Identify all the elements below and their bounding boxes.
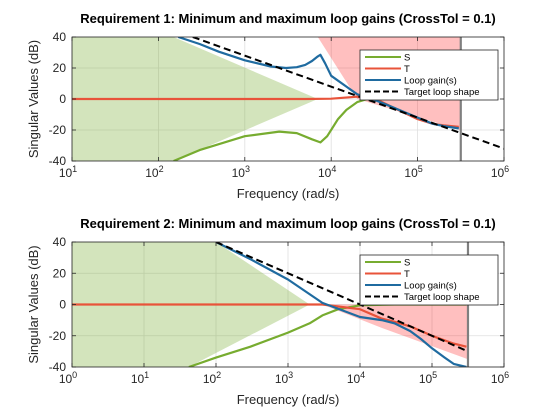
legend-label: S [404, 258, 410, 269]
legend-item-t: T [365, 64, 410, 75]
plot-content [72, 242, 470, 367]
x-tick-label: 100 [59, 370, 77, 386]
x-tick-label: 104 [347, 370, 365, 386]
legend-label: Loop gain(s) [404, 281, 457, 292]
x-tick-label: 105 [404, 164, 422, 180]
chart-title: Requirement 1: Minimum and maximum loop … [80, 11, 495, 26]
legend-item-t: T [365, 269, 410, 280]
legend-item-loop-gain: Loop gain(s) [365, 76, 457, 87]
chart-panel-2: 100 101 102 103 104 105 106 40 20 0 -20 -40 Require… [26, 216, 509, 407]
legend-label: Target loop shape [404, 292, 480, 303]
x-tick-label: 103 [275, 370, 293, 386]
x-tick-label: 101 [131, 370, 149, 386]
axes: 100 101 102 103 104 105 106 40 20 0 -20 -40 [49, 235, 510, 386]
series-line-2 [177, 37, 459, 130]
x-tick-label: 103 [232, 164, 250, 180]
y-tick-label: 40 [53, 30, 67, 44]
y-tick-label: -40 [49, 154, 67, 168]
x-tick-label: 106 [491, 370, 509, 386]
series-line-1 [72, 303, 467, 348]
series-line-3 [192, 37, 504, 150]
series-line-3 [215, 242, 469, 353]
chart-title: Requirement 2: Minimum and maximum loop … [80, 216, 495, 231]
y-tick-label: 0 [59, 92, 66, 106]
legend-label: S [404, 53, 410, 64]
y-tick-label: -40 [49, 360, 67, 374]
y-axis-label: Singular Values (dB) [26, 245, 41, 363]
legend-item-loop-gain: Loop gain(s) [365, 281, 457, 292]
legend-label: T [404, 269, 410, 280]
y-tick-label: 20 [53, 266, 67, 280]
legend-label: T [404, 64, 410, 75]
x-axis-label: Frequency (rad/s) [237, 392, 340, 407]
legend-item-s: S [365, 53, 410, 64]
y-tick-label: 0 [59, 298, 66, 312]
chart-panel-1: 101 102 103 104 105 106 40 20 0 -20 -40 Requiremen… [26, 11, 509, 201]
x-tick-label: 102 [203, 370, 221, 386]
series-line-2 [215, 242, 467, 367]
y-tick-label: 40 [53, 235, 67, 249]
x-axis-label: Frequency (rad/s) [237, 186, 340, 201]
legend-item-target-loop-shape: Target loop shape [365, 87, 480, 98]
x-tick-label: 105 [419, 370, 437, 386]
x-tick-label: 102 [145, 164, 163, 180]
y-tick-label: 20 [53, 61, 67, 75]
legend-item-target-loop-shape: Target loop shape [365, 292, 480, 303]
x-tick-label: 104 [318, 164, 336, 180]
x-tick-label: 106 [491, 164, 509, 180]
legend-label: Loop gain(s) [404, 76, 457, 87]
y-tick-label: -20 [49, 329, 67, 343]
legend-item-s: S [365, 258, 410, 269]
max-gain-region [322, 304, 468, 360]
y-tick-label: -20 [49, 123, 67, 137]
legend: S T Loop gain(s) Target loop shape [359, 254, 499, 306]
y-axis-label: Singular Values (dB) [26, 40, 41, 158]
axes: 101 102 103 104 105 106 40 20 0 -20 -40 [49, 30, 510, 180]
legend: S T Loop gain(s) Target loop shape [359, 49, 499, 101]
legend-label: Target loop shape [404, 87, 480, 98]
x-tick-label: 101 [59, 164, 77, 180]
